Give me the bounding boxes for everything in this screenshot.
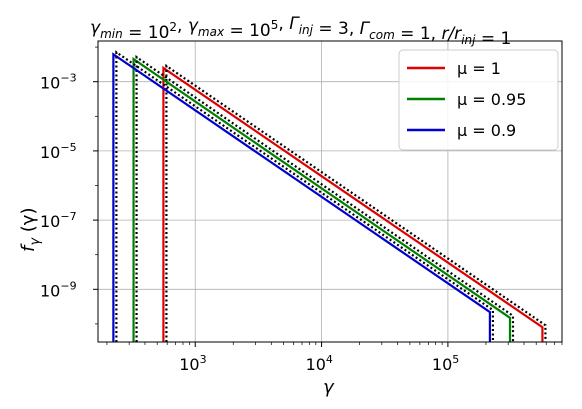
y-tick-label-4: 10−9 xyxy=(40,279,77,300)
series-dotted-1 xyxy=(165,63,547,342)
x-tick-label-3: 105 xyxy=(432,353,459,374)
legend: μ = 1 μ = 0.95 μ = 0.9 xyxy=(398,49,559,151)
series-line-3 xyxy=(112,52,492,342)
series-line-1 xyxy=(162,65,544,342)
legend-box xyxy=(398,49,559,151)
legend-label-1: μ = 1 xyxy=(457,59,501,78)
y-tick-label-2: 10−5 xyxy=(40,141,77,162)
x-tick-label-1: 103 xyxy=(179,353,206,374)
x-tick-label-2: 104 xyxy=(306,353,333,374)
series-line-2 xyxy=(132,57,512,342)
plot-area xyxy=(112,50,547,342)
legend-label-3: μ = 0.9 xyxy=(457,121,516,140)
axes-frame xyxy=(97,40,563,343)
y-tick-label-3: 10−7 xyxy=(40,210,77,231)
axes xyxy=(93,40,563,347)
tick-labels: 103 104 105 10−3 10−5 10−7 10−9 xyxy=(40,72,459,374)
y-tick-label-1: 10−3 xyxy=(40,72,77,93)
legend-label-2: μ = 0.95 xyxy=(457,90,526,109)
series-dotted-2 xyxy=(135,55,515,342)
series-dotted-3 xyxy=(115,50,495,342)
y-axis-label: fγ (γ) xyxy=(18,208,43,252)
x-axis-label: γ xyxy=(323,377,335,398)
chart-title: γmin = 102, γmax = 105, Γinj = 3, Γcom =… xyxy=(90,14,511,49)
